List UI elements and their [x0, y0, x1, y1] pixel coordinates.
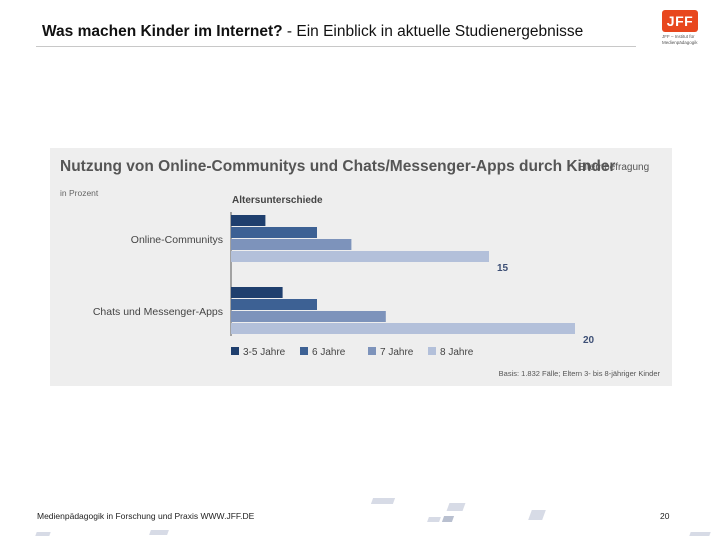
bar	[231, 227, 317, 238]
bar	[231, 311, 386, 322]
chart-unit-label: in Prozent	[60, 188, 99, 198]
title-divider	[36, 46, 636, 47]
chart-subtitle: Altersunterschiede	[232, 195, 323, 206]
bar	[231, 239, 352, 250]
chart-source-note: Basis: 1.832 Fälle; Eltern 3- bis 8-jähr…	[498, 369, 660, 378]
legend-swatch	[300, 347, 308, 355]
footer-deco-shape	[528, 510, 546, 520]
footer-deco-shape	[689, 532, 711, 536]
page-number: 20	[660, 511, 670, 521]
chart-panel: Online-Communitys25715Chats und Messenge…	[50, 148, 672, 386]
footer-deco-shape	[441, 516, 455, 522]
slide-title-rest: - Ein Einblick in aktuelle Studienergebn…	[282, 23, 584, 40]
legend-swatch	[231, 347, 239, 355]
bar	[231, 287, 283, 298]
bar-value-label: 15	[497, 263, 509, 274]
footer-text: Medienpädagogik in Forschung und Praxis …	[37, 511, 255, 521]
logo-mark: JFF	[662, 10, 698, 32]
bar	[231, 215, 266, 226]
chart-badge: Elternbefragung	[578, 162, 650, 173]
bar-value-label: 20	[583, 335, 595, 346]
legend-label: 3-5 Jahre	[243, 347, 286, 358]
footer-deco-shape	[370, 498, 396, 504]
chart-title: Nutzung von Online-Communitys und Chats/…	[60, 158, 616, 175]
footer-deco-shape	[446, 503, 466, 511]
slide-title: Was machen Kinder im Internet? - Ein Ein…	[42, 23, 583, 41]
jff-logo: JFF JFF – Institut für Medienpädagogik	[662, 10, 712, 50]
bar	[231, 299, 317, 310]
bar	[231, 323, 575, 334]
footer-deco-shape	[427, 517, 441, 522]
bar	[231, 251, 489, 262]
logo-subtitle: JFF – Institut für Medienpädagogik	[662, 34, 698, 45]
slide-title-bold: Was machen Kinder im Internet?	[42, 23, 283, 40]
legend-label: 6 Jahre	[312, 347, 346, 358]
category-label: Chats und Messenger-Apps	[93, 306, 223, 318]
category-label: Online-Communitys	[131, 234, 223, 246]
footer-deco-shape	[149, 530, 169, 535]
footer-deco-shape	[35, 532, 51, 536]
legend-swatch	[428, 347, 436, 355]
bar-chart: Online-Communitys25715Chats und Messenge…	[93, 212, 595, 358]
legend-swatch	[368, 347, 376, 355]
legend-label: 8 Jahre	[440, 347, 474, 358]
legend-label: 7 Jahre	[380, 347, 414, 358]
